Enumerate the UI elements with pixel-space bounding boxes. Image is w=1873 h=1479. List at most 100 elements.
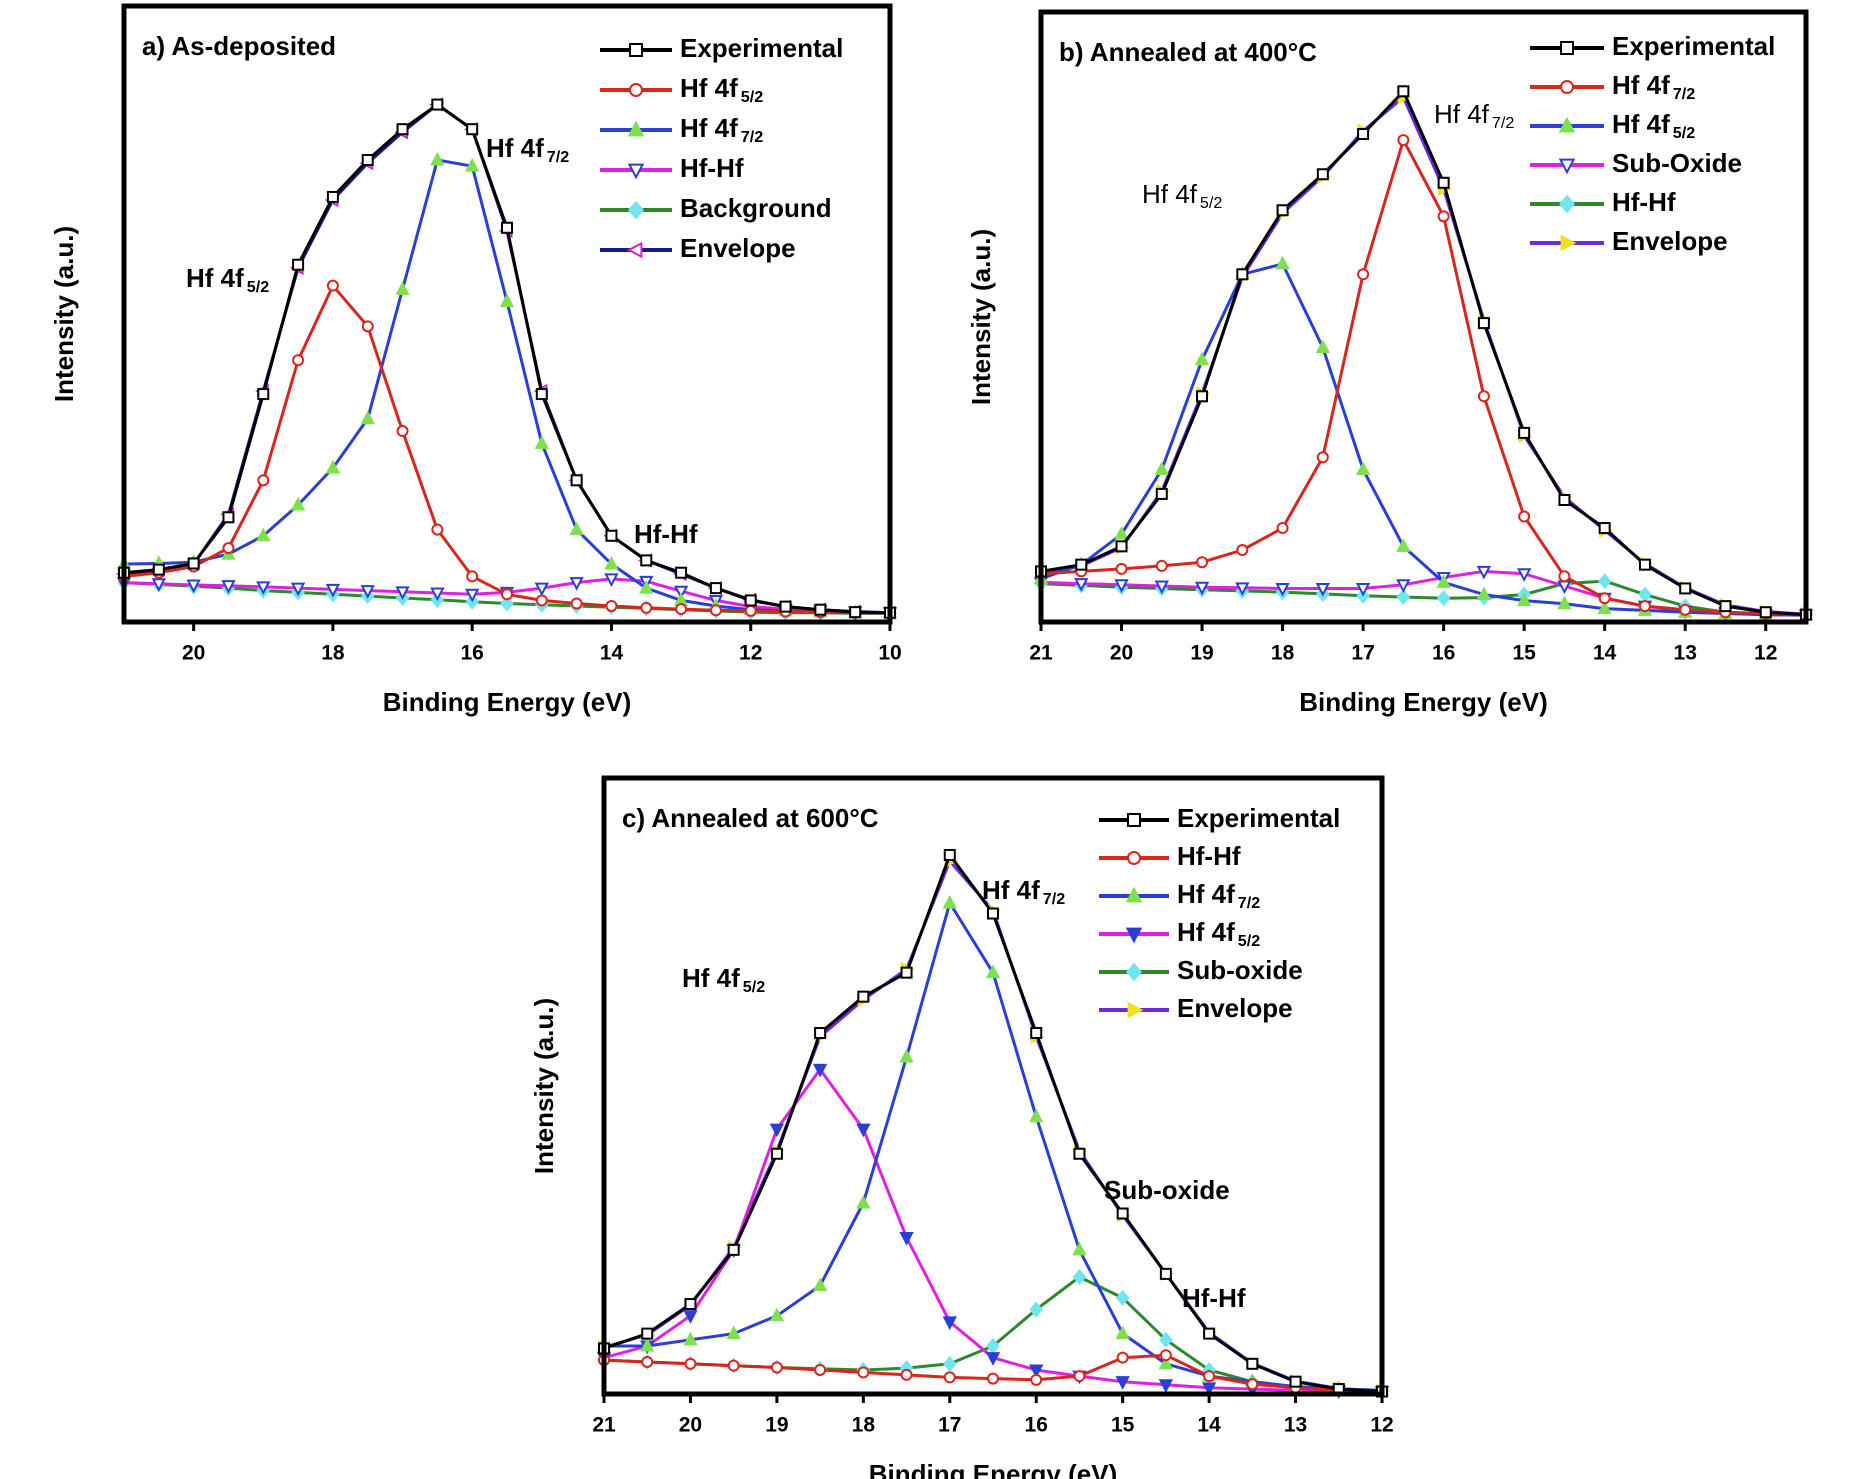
marker bbox=[361, 154, 374, 166]
marker bbox=[1560, 41, 1574, 55]
marker bbox=[152, 563, 165, 576]
marker bbox=[1125, 886, 1143, 903]
legend-label-text: Hf 4f bbox=[1612, 109, 1670, 139]
marker bbox=[1436, 574, 1451, 588]
annotation-text: Hf 4f bbox=[186, 263, 244, 293]
x-tick-label: 18 bbox=[321, 642, 345, 665]
legend-label: Hf-Hf bbox=[680, 153, 744, 183]
marker bbox=[1396, 579, 1411, 593]
marker bbox=[744, 594, 757, 607]
marker bbox=[709, 604, 722, 617]
x-tick-label: 19 bbox=[1190, 642, 1213, 665]
marker bbox=[1159, 1331, 1173, 1348]
marker bbox=[1517, 592, 1532, 607]
marker bbox=[943, 849, 956, 861]
legend-label-text: Experimental bbox=[680, 33, 843, 63]
marker bbox=[1116, 1207, 1129, 1220]
marker bbox=[1396, 588, 1411, 606]
x-tick-label: 13 bbox=[1284, 1414, 1307, 1437]
marker bbox=[985, 1352, 1001, 1366]
marker bbox=[899, 1232, 914, 1246]
marker bbox=[1355, 461, 1371, 475]
annotation-text: Hf 4f bbox=[486, 133, 544, 163]
marker bbox=[534, 582, 549, 597]
legend-label-sub: 5/2 bbox=[1238, 932, 1260, 950]
marker bbox=[1155, 487, 1168, 500]
marker bbox=[1397, 85, 1410, 98]
marker bbox=[1638, 558, 1651, 571]
legend-label-text: Sub-oxide bbox=[1177, 955, 1303, 985]
legend-label-text: Experimental bbox=[1612, 31, 1775, 61]
marker bbox=[1115, 540, 1128, 553]
annotation-text: Hf-Hf bbox=[1182, 1283, 1246, 1313]
legend-label-text: Hf 4f bbox=[680, 113, 738, 143]
marker bbox=[1236, 544, 1249, 557]
legend-label-text: Envelope bbox=[1612, 226, 1728, 256]
annotation-sub: 7/2 bbox=[1043, 890, 1065, 908]
x-tick-label: 18 bbox=[852, 1414, 876, 1437]
marker bbox=[1477, 317, 1490, 330]
marker bbox=[675, 566, 688, 579]
annotation: Hf 4f 5/2 bbox=[1142, 179, 1222, 212]
marker bbox=[1159, 1349, 1172, 1362]
chart-title: b) Annealed at 400°C bbox=[1059, 37, 1317, 67]
marker bbox=[1559, 194, 1575, 214]
marker bbox=[857, 1366, 870, 1379]
marker bbox=[641, 1327, 654, 1340]
marker bbox=[1679, 582, 1692, 595]
annotation-text: Hf 4f bbox=[682, 963, 740, 993]
legend-label-text: Hf-Hf bbox=[1177, 841, 1241, 871]
marker bbox=[1154, 580, 1169, 595]
marker bbox=[535, 594, 548, 607]
legend-label: Hf 4f 7/2 bbox=[1612, 70, 1695, 103]
marker bbox=[1235, 582, 1250, 596]
panel: 20 18 16 14 12 10 Binding Energy (eV) Intensity… bbox=[49, 3, 902, 717]
marker bbox=[1196, 390, 1209, 403]
marker bbox=[222, 542, 235, 555]
marker bbox=[1158, 1355, 1174, 1370]
annotation: Hf 4f 7/2 bbox=[982, 875, 1065, 908]
legend-label-text: Hf 4f bbox=[680, 73, 738, 103]
marker bbox=[770, 1361, 783, 1374]
marker bbox=[535, 388, 548, 401]
x-tick-label: 16 bbox=[1025, 1414, 1048, 1437]
marker bbox=[856, 1194, 871, 1209]
marker bbox=[943, 1371, 956, 1384]
marker bbox=[1275, 582, 1290, 597]
x-tick-label: 14 bbox=[1197, 1414, 1221, 1437]
legend-label-text: Hf 4f bbox=[1612, 70, 1670, 100]
marker bbox=[814, 603, 827, 616]
marker bbox=[769, 1123, 785, 1138]
marker bbox=[292, 354, 305, 367]
plot-frame bbox=[1038, 9, 1809, 625]
marker bbox=[604, 573, 619, 588]
annotation-text: Hf 4f bbox=[1434, 99, 1490, 129]
marker bbox=[629, 43, 643, 57]
marker bbox=[1127, 1001, 1144, 1019]
marker bbox=[569, 577, 584, 591]
legend-label-text: Envelope bbox=[1177, 993, 1293, 1023]
annotation: Hf 4f 7/2 bbox=[1434, 99, 1514, 132]
marker bbox=[639, 579, 654, 594]
marker bbox=[431, 523, 444, 536]
marker bbox=[1598, 522, 1611, 535]
legend-label-sub: 5/2 bbox=[1673, 124, 1695, 142]
marker bbox=[290, 582, 306, 597]
marker bbox=[1638, 586, 1652, 603]
series bbox=[598, 1349, 1388, 1398]
marker bbox=[1114, 526, 1129, 540]
x-tick-label: 15 bbox=[1512, 642, 1536, 665]
legend-label: Sub-Oxide bbox=[1612, 148, 1742, 178]
marker bbox=[640, 601, 653, 614]
marker bbox=[1030, 1373, 1043, 1386]
marker bbox=[1116, 1351, 1129, 1364]
legend-label: Hf 4f 5/2 bbox=[1177, 917, 1260, 950]
series-line bbox=[603, 853, 1383, 1393]
marker bbox=[684, 1357, 697, 1370]
annotation: Hf 4f 7/2 bbox=[486, 133, 569, 166]
x-tick-label: 20 bbox=[182, 642, 205, 665]
legend-label: Background bbox=[680, 193, 832, 223]
marker bbox=[1276, 522, 1289, 535]
marker bbox=[360, 585, 375, 599]
legend-label: Hf 4f 7/2 bbox=[1177, 879, 1260, 912]
